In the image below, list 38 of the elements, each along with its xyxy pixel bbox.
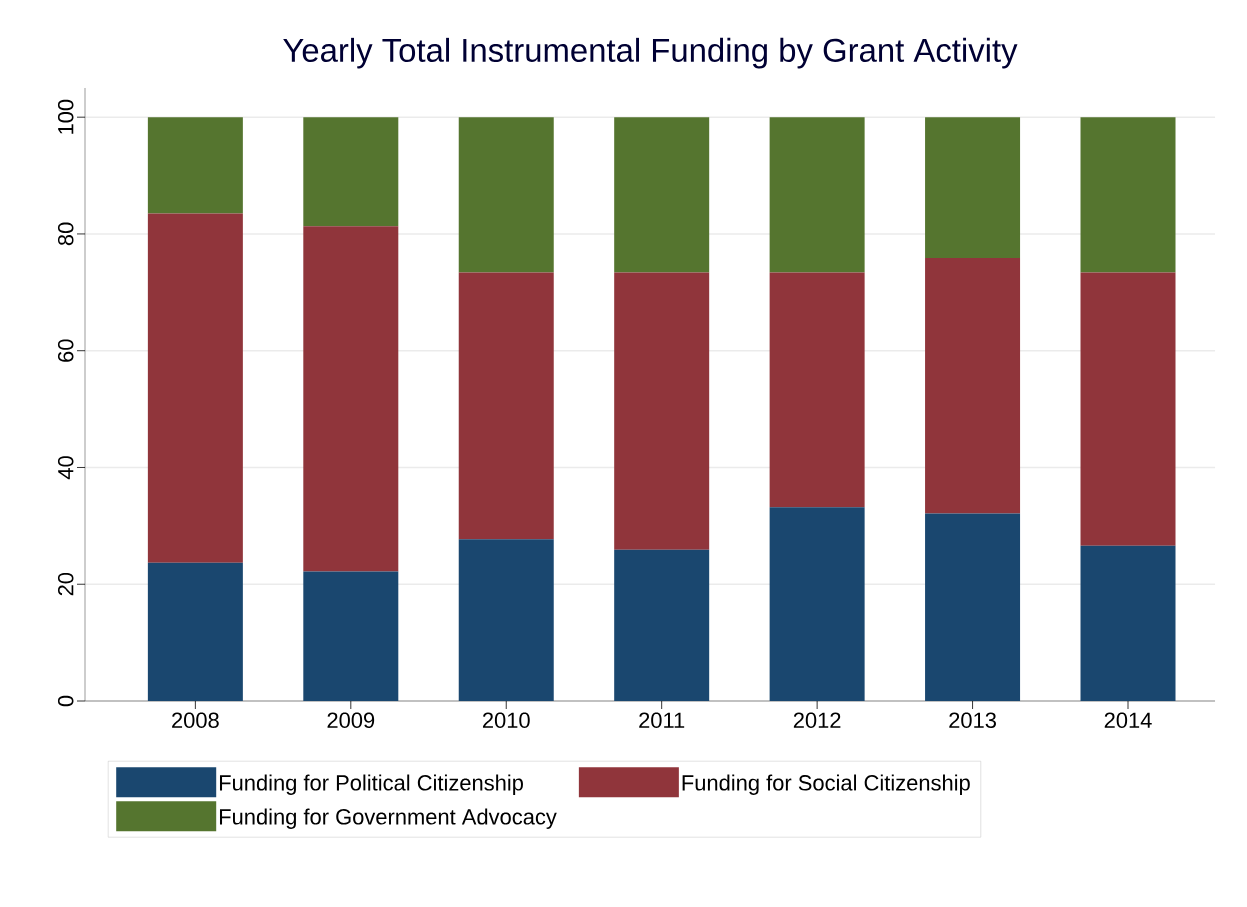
bar [458, 272, 554, 540]
bar [458, 539, 554, 701]
y-tick-label: 0 [57, 695, 74, 707]
bar [769, 272, 865, 508]
bar [614, 272, 710, 550]
bar [303, 226, 399, 572]
bar [614, 117, 710, 273]
bar [925, 257, 1021, 514]
legend-label: Funding for Government Advocacy [219, 808, 557, 829]
x-tick-label: 2012 [793, 712, 841, 729]
bar [303, 571, 399, 701]
y-tick-label: 40 [57, 456, 74, 480]
bar [1080, 272, 1176, 546]
bar [769, 117, 865, 273]
chart-title: Yearly Total Instrumental Funding by Grant Activity [283, 37, 1018, 69]
y-tick-label: 100 [57, 99, 74, 134]
bar [614, 549, 710, 701]
bar [147, 117, 243, 214]
y-tick-label: 20 [57, 572, 74, 596]
x-tick-label: 2014 [1104, 712, 1152, 729]
bar [458, 117, 554, 273]
x-tick-label: 2011 [639, 712, 685, 729]
bar [1080, 117, 1176, 273]
y-tick-label: 80 [57, 222, 74, 246]
x-tick-label: 2008 [172, 712, 219, 729]
bar [769, 507, 865, 701]
bar [925, 117, 1021, 258]
x-tick-label: 2009 [327, 712, 375, 729]
bar [303, 117, 399, 227]
bar [1080, 545, 1176, 701]
x-tick-label: 2010 [482, 712, 530, 729]
x-tick-label: 2013 [949, 712, 996, 729]
y-tick-label: 60 [57, 339, 74, 362]
bar [147, 213, 243, 563]
bar [925, 513, 1021, 701]
legend-label: Funding for Political Citizenship [219, 774, 523, 795]
legend-label: Funding for Social Citizenship [682, 774, 970, 795]
bar [147, 562, 243, 701]
